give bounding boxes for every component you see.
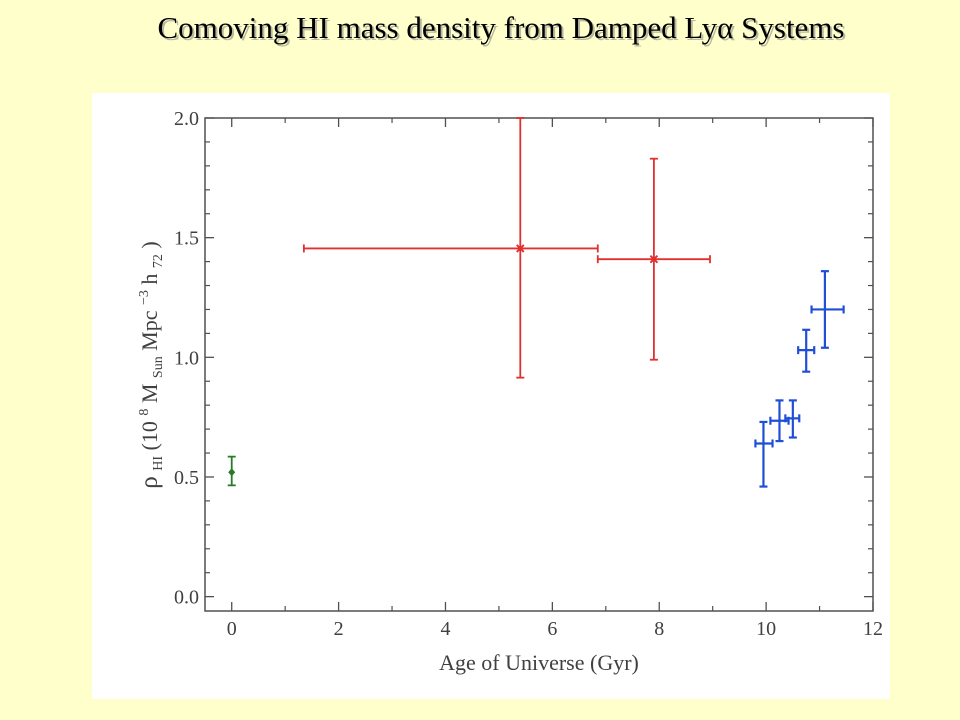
series-group [227, 455, 236, 487]
data-point [302, 117, 599, 379]
y-axis-ticks: 0.0 0.5 1.0 1.5 2.0 [174, 108, 873, 609]
y-label-h: h [137, 274, 162, 285]
data-point [797, 328, 816, 373]
data-point [769, 399, 790, 443]
y-tick-label: 1.5 [174, 228, 199, 250]
data-point [784, 399, 801, 439]
y-label-exp-neg3: −3 [137, 290, 152, 305]
x-axis-label: Age of Universe (Gyr) [439, 650, 639, 675]
y-label-m-sub: Sun [151, 356, 166, 378]
y-tick-label: 0.0 [174, 587, 199, 609]
data-point [810, 270, 845, 349]
data-point [754, 420, 774, 488]
point-marker [228, 468, 236, 477]
y-label-open: (10 [137, 421, 162, 450]
x-tick-label: 12 [863, 618, 883, 640]
x-tick-label: 10 [756, 618, 776, 640]
data-point [227, 455, 236, 487]
x-tick-label: 2 [334, 618, 344, 640]
x-axis-ticks: 0 2 4 6 8 10 12 [227, 118, 883, 640]
y-label-close: ) [137, 241, 162, 248]
y-tick-label: 0.5 [174, 467, 199, 489]
point-marker [649, 254, 659, 264]
data-point [596, 157, 711, 361]
series-group [302, 117, 711, 379]
y-label-exp8: 8 [137, 409, 152, 416]
x-tick-label: 0 [227, 618, 237, 640]
chart-svg: 0 2 4 6 8 10 12 0.0 0.5 1.0 1.5 2.0 Age of Univers… [128, 108, 883, 675]
slide-title: Comoving HI mass density from Damped Lyα… [157, 10, 845, 45]
y-label-rho: ρ [136, 476, 163, 488]
x-tick-label: 4 [440, 618, 450, 640]
chart-panel: 0 2 4 6 8 10 12 0.0 0.5 1.0 1.5 2.0 Age of Univers… [92, 93, 890, 699]
y-axis-label: ρ HI (10 8 M Sun Mpc −3 h 72 ) [128, 241, 167, 489]
data-series [227, 117, 845, 488]
point-marker [516, 244, 525, 253]
series-group [754, 270, 845, 488]
y-tick-label: 2.0 [174, 108, 199, 130]
y-tick-label: 1.0 [174, 347, 199, 369]
y-label-h-sub: 72 [151, 254, 166, 268]
y-label-rho-sub: HI [151, 456, 166, 471]
x-tick-label: 8 [654, 618, 664, 640]
y-label-m: M [137, 384, 162, 404]
y-label-mpc: Mpc [137, 310, 162, 351]
plot-frame [204, 117, 874, 612]
x-tick-label: 6 [547, 618, 557, 640]
